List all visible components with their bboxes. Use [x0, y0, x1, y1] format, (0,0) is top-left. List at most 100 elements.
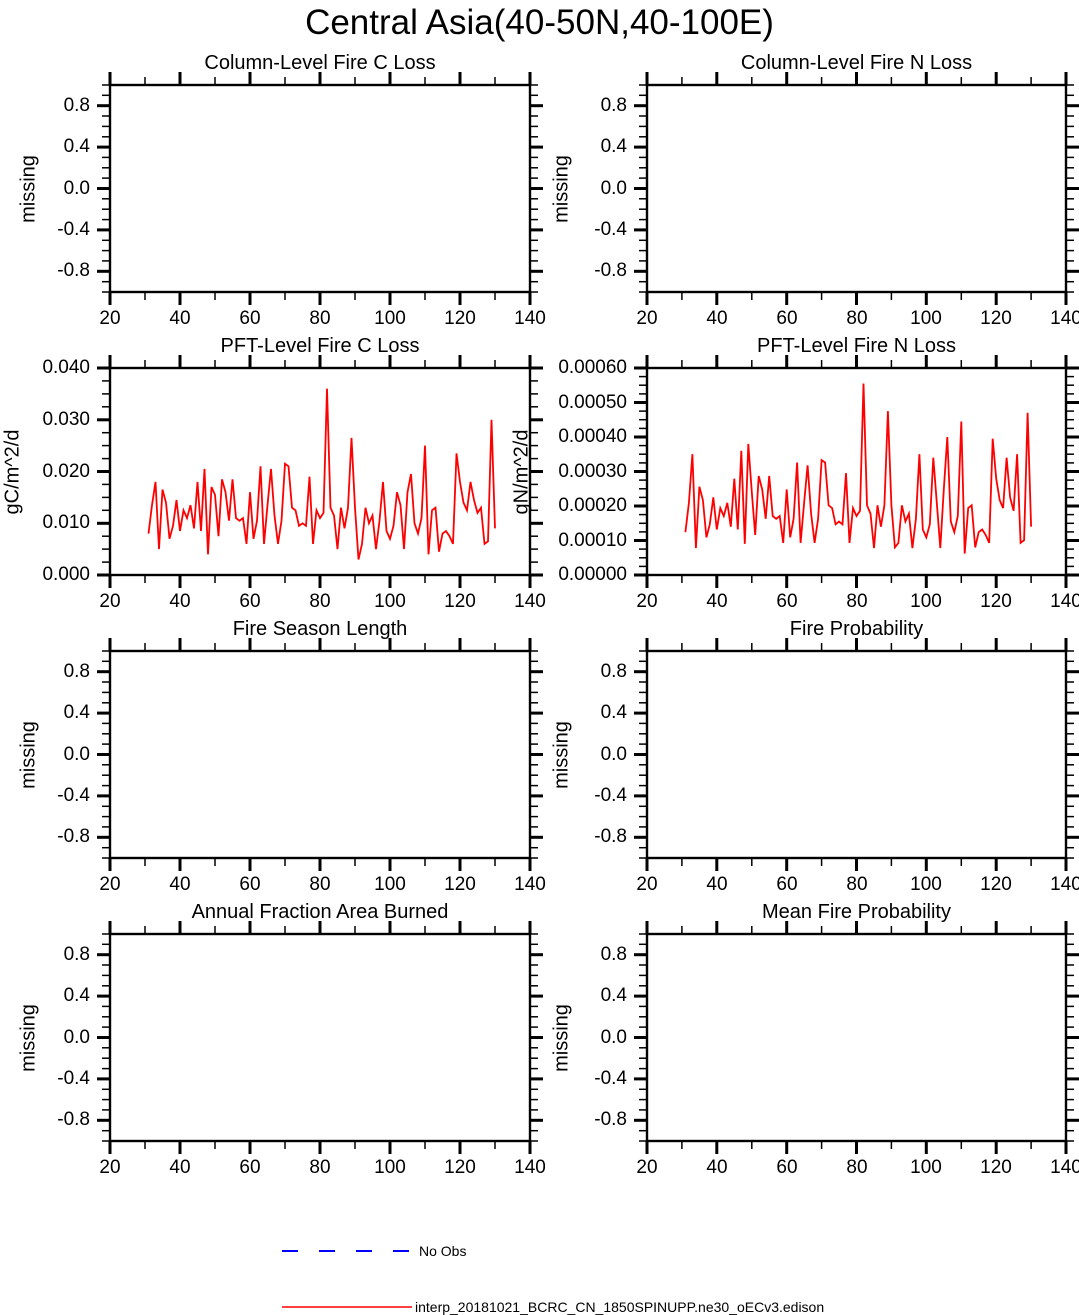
x-tick-label: 120 [980, 1157, 1012, 1178]
x-tick-label: 100 [374, 591, 406, 612]
x-tick-label: 100 [910, 874, 942, 895]
x-tick-label: 60 [776, 591, 798, 612]
data-line [684, 383, 1032, 554]
panel-fire_probability [634, 638, 1079, 871]
figure-title: Central Asia(40-50N,40-100E) [305, 3, 774, 42]
x-tick-label: 140 [1050, 874, 1079, 895]
x-tick-label: 80 [846, 1157, 868, 1178]
y-tick-label: 0.0 [600, 1027, 627, 1048]
y-tick-label: 0.8 [63, 95, 90, 116]
y-tick-label: -0.8 [57, 1109, 90, 1130]
y-tick-label: 0.4 [63, 136, 90, 157]
plot-frame [645, 83, 1068, 294]
y-tick-label: 0.00050 [558, 392, 627, 413]
y-tick-label: -0.8 [57, 260, 90, 281]
x-tick-label: 120 [980, 591, 1012, 612]
x-tick-label: 80 [309, 874, 331, 895]
y-tick-label: 0.0 [600, 744, 627, 765]
x-tick-label: 40 [706, 308, 728, 329]
x-tick-label: 60 [239, 591, 261, 612]
x-tick-label: 100 [910, 1157, 942, 1178]
x-tick-label: 80 [846, 591, 868, 612]
plot-frame [108, 366, 532, 577]
panel-title: Fire Probability [789, 618, 924, 640]
x-tick-label: 60 [776, 308, 798, 329]
data-line [147, 388, 496, 560]
y-tick-label: 0.8 [600, 661, 627, 682]
y-tick-label: -0.8 [594, 1109, 627, 1130]
no-obs-legend-label: No Obs [419, 1243, 467, 1259]
y-tick-label: 0.0 [63, 744, 90, 765]
y-tick-label: 0.00030 [558, 461, 627, 482]
x-tick-label: 60 [239, 1157, 261, 1178]
no-obs-line-sample [282, 1250, 410, 1252]
plot-frame [108, 932, 532, 1143]
x-tick-label: 120 [444, 591, 476, 612]
panel-pft_fire_n_loss [634, 355, 1079, 588]
panel-mean_fire_probability [634, 921, 1079, 1154]
x-tick-label: 120 [444, 1157, 476, 1178]
x-tick-label: 40 [169, 874, 191, 895]
y-tick-label: 0.0 [63, 178, 90, 199]
panel-column_fire_n_loss [634, 72, 1079, 305]
x-tick-label: 40 [169, 308, 191, 329]
y-tick-label: 0.000 [42, 564, 90, 585]
x-tick-label: 20 [99, 591, 121, 612]
plot-frame [645, 649, 1068, 860]
x-tick-label: 140 [514, 1157, 546, 1178]
x-tick-label: 140 [1050, 591, 1079, 612]
panel-annual_fraction_area_burned [97, 921, 543, 1154]
x-tick-label: 20 [99, 1157, 121, 1178]
y-tick-label: -0.4 [57, 1068, 90, 1089]
y-tick-label: 0.0 [600, 178, 627, 199]
x-tick-label: 120 [980, 308, 1012, 329]
x-tick-label: 120 [444, 308, 476, 329]
y-tick-label: 0.010 [42, 512, 90, 533]
panel-fire_season_length [97, 638, 543, 871]
y-tick-label: 0.00010 [558, 530, 627, 551]
panel-title: Fire Season Length [232, 618, 408, 640]
x-tick-label: 140 [1050, 1157, 1079, 1178]
y-tick-label: -0.4 [57, 785, 90, 806]
x-tick-label: 80 [309, 1157, 331, 1178]
y-tick-label: 0.4 [600, 702, 627, 723]
x-tick-label: 140 [514, 308, 546, 329]
panel-title: Annual Fraction Area Burned [191, 901, 449, 923]
x-tick-label: 100 [910, 308, 942, 329]
x-tick-label: 140 [514, 591, 546, 612]
panel-pft_fire_c_loss [97, 355, 543, 588]
x-tick-label: 40 [706, 874, 728, 895]
y-tick-label: 0.8 [63, 661, 90, 682]
y-tick-label: 0.020 [42, 461, 90, 482]
y-tick-label: 0.00060 [558, 357, 627, 378]
x-tick-label: 100 [374, 874, 406, 895]
x-tick-label: 100 [910, 591, 942, 612]
x-tick-label: 80 [309, 308, 331, 329]
x-tick-label: 80 [846, 308, 868, 329]
y-tick-label: -0.8 [594, 826, 627, 847]
panel-title: Column-Level Fire C Loss [204, 52, 436, 74]
x-tick-label: 20 [636, 308, 658, 329]
x-tick-label: 80 [309, 591, 331, 612]
x-tick-label: 140 [514, 874, 546, 895]
model-run-legend-label: interp_20181021_BCRC_CN_1850SPINUPP.ne30… [415, 1299, 825, 1315]
x-tick-label: 20 [99, 874, 121, 895]
x-tick-label: 100 [374, 308, 406, 329]
y-tick-label: -0.8 [57, 826, 90, 847]
plot-frame [108, 83, 532, 294]
x-tick-label: 60 [776, 874, 798, 895]
x-tick-label: 20 [636, 591, 658, 612]
x-tick-label: 60 [776, 1157, 798, 1178]
y-tick-label: 0.4 [63, 702, 90, 723]
x-tick-label: 140 [1050, 308, 1079, 329]
y-tick-label: 0.8 [63, 944, 90, 965]
y-tick-label: 0.4 [600, 136, 627, 157]
y-tick-label: -0.4 [594, 219, 627, 240]
plot-frame [645, 366, 1068, 577]
x-tick-label: 20 [636, 1157, 658, 1178]
x-tick-label: 60 [239, 308, 261, 329]
panel-column_fire_c_loss [97, 72, 543, 305]
y-tick-label: -0.4 [594, 1068, 627, 1089]
y-tick-label: 0.00020 [558, 495, 627, 516]
